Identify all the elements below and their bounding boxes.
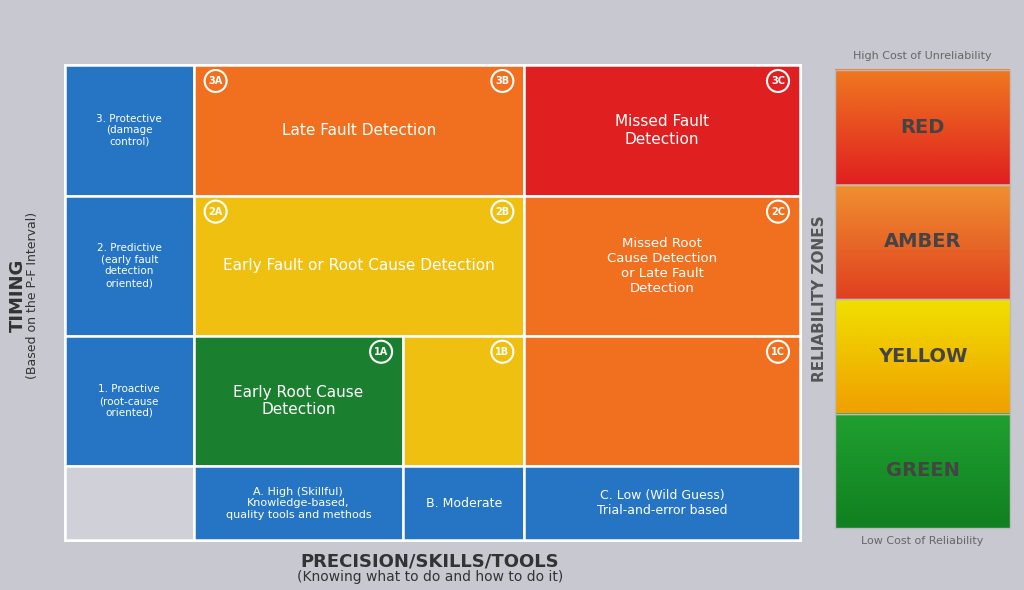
Text: PRECISION/SKILLS/TOOLS: PRECISION/SKILLS/TOOLS: [301, 553, 559, 571]
Text: A. High (Skillful)
Knowledge-based,
quality tools and methods: A. High (Skillful) Knowledge-based, qual…: [225, 487, 371, 520]
Bar: [403, 466, 524, 540]
Text: 1A: 1A: [374, 347, 388, 357]
Text: Missed Fault
Detection: Missed Fault Detection: [615, 114, 710, 146]
Bar: [194, 466, 403, 540]
Text: RELIABILITY ZONES: RELIABILITY ZONES: [812, 216, 827, 382]
Text: 2B: 2B: [496, 206, 509, 217]
Text: (Based on the P-F Interval): (Based on the P-F Interval): [27, 211, 40, 379]
Text: YELLOW: YELLOW: [878, 347, 968, 366]
Bar: [835, 70, 1010, 185]
Bar: [835, 414, 1010, 528]
Bar: [403, 336, 524, 466]
Bar: [524, 466, 800, 540]
Text: GREEN: GREEN: [886, 461, 959, 480]
Text: Early Root Cause
Detection: Early Root Cause Detection: [233, 385, 364, 417]
Text: TIMING: TIMING: [9, 258, 27, 332]
Bar: [65, 466, 194, 540]
Text: 2A: 2A: [209, 206, 223, 217]
Bar: [835, 185, 1010, 299]
Bar: [835, 299, 1010, 414]
Text: 3C: 3C: [771, 76, 785, 86]
Text: High Cost of Unreliability: High Cost of Unreliability: [853, 51, 992, 61]
Text: RED: RED: [900, 118, 945, 137]
Text: 2. Predictive
(early fault
detection
oriented): 2. Predictive (early fault detection ori…: [97, 243, 162, 288]
Text: 3B: 3B: [496, 76, 509, 86]
Text: 3A: 3A: [209, 76, 223, 86]
Text: B. Moderate: B. Moderate: [426, 497, 502, 510]
Bar: [194, 65, 524, 196]
Text: Early Fault or Root Cause Detection: Early Fault or Root Cause Detection: [223, 258, 495, 273]
Text: 1C: 1C: [771, 347, 785, 357]
Bar: [524, 336, 800, 466]
Text: AMBER: AMBER: [884, 232, 962, 251]
Text: Missed Root
Cause Detection
or Late Fault
Detection: Missed Root Cause Detection or Late Faul…: [607, 237, 717, 294]
Text: Low Cost of Reliability: Low Cost of Reliability: [861, 536, 984, 546]
Bar: [524, 65, 800, 196]
Bar: [194, 336, 403, 466]
Text: 1. Proactive
(root-cause
oriented): 1. Proactive (root-cause oriented): [98, 385, 160, 418]
Text: 2C: 2C: [771, 206, 785, 217]
Bar: [65, 65, 800, 540]
Text: 3. Protective
(damage
control): 3. Protective (damage control): [96, 114, 162, 147]
Bar: [65, 336, 194, 466]
Bar: [65, 65, 194, 196]
Bar: [524, 196, 800, 336]
Text: C. Low (Wild Guess)
Trial-and-error based: C. Low (Wild Guess) Trial-and-error base…: [597, 489, 727, 517]
Bar: [194, 196, 524, 336]
Text: 1B: 1B: [496, 347, 509, 357]
Bar: [65, 196, 194, 336]
Text: (Knowing what to do and how to do it): (Knowing what to do and how to do it): [297, 570, 563, 584]
Text: Late Fault Detection: Late Fault Detection: [282, 123, 436, 138]
